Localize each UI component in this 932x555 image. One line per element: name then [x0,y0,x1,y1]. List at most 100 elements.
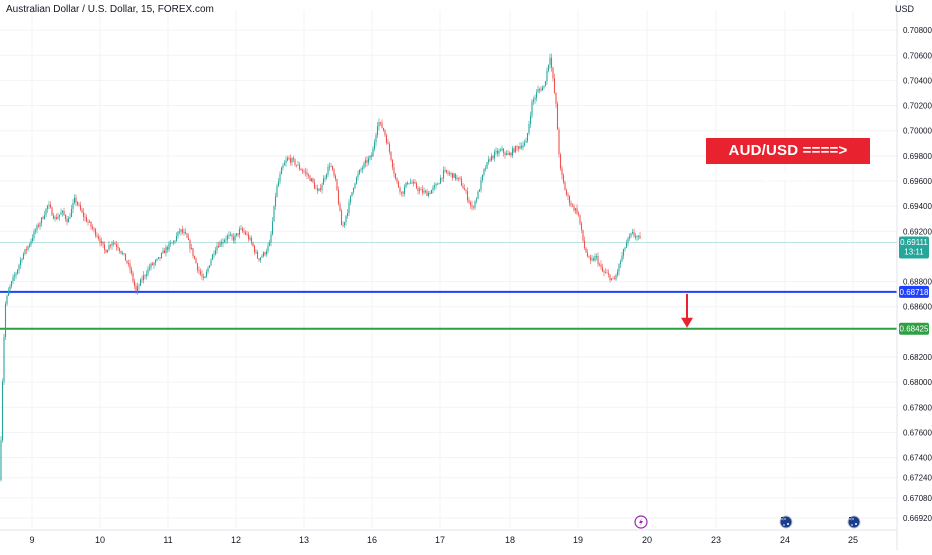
time-tick-label: 9 [29,535,34,545]
candle-body [624,247,626,250]
candle-body [163,250,166,254]
candle-body [292,158,295,160]
candle-body [322,178,325,185]
candle-body [151,263,154,265]
candle-body [310,178,313,182]
candle-body [532,99,535,102]
price-tick-label: 0.70800 [903,26,932,35]
candle-body [76,202,79,205]
candle-body [267,245,269,252]
candle-body [358,169,361,174]
candle-body [543,85,545,88]
candle-body [30,240,32,245]
candle-body [60,212,62,215]
candle-body [174,240,176,242]
lightning-event-icon[interactable] [634,515,648,529]
candle-body [40,217,43,224]
candle-body [460,178,463,186]
support-price-value: 0.68718 [900,288,929,297]
candle-body [517,146,520,149]
candle-body [96,235,98,237]
candle-body [379,122,382,123]
support-price-tag[interactable] [899,285,929,298]
candle-body [256,251,259,259]
candle-body [430,190,433,194]
candle-body [235,233,238,236]
candle-body [262,252,265,257]
candle-body [325,174,328,179]
candle-body [45,208,47,216]
candle-body [409,182,412,184]
price-tick-label: 0.67240 [903,474,932,483]
candle-body [384,130,386,136]
horizontal-levels[interactable] [0,242,897,330]
candle-body [144,275,146,277]
candle-body [79,205,82,210]
candle-body [469,202,472,205]
candle-body [139,279,142,286]
time-axis[interactable]: 9 10 11 12 13 16 17 18 19 20 23 24 25 [0,529,897,545]
candle-body [52,215,55,219]
candle-body [447,172,449,174]
candle-body [28,244,31,247]
event-icons[interactable] [634,515,861,529]
flag-star [783,524,785,526]
candle-body [612,278,614,280]
price-axis[interactable]: 0.70800 0.70600 0.70400 0.70200 0.70000 0.698… [896,0,932,550]
candle-countdown: 13:11 [904,247,924,256]
symbol-title[interactable]: Australian Dollar / U.S. Dollar, 15, FOR… [6,4,214,15]
candle-body [69,216,71,219]
candle-body [613,278,616,280]
candle-body [304,171,307,173]
candlesticks [0,53,641,482]
candle-body [591,258,593,261]
candle-body [250,238,253,243]
candle-body [579,214,581,224]
candle-body [333,169,335,176]
candle-body [169,243,172,244]
candle-body [123,253,125,254]
candle-body [87,221,89,223]
candle-body [502,148,505,153]
candle-body [198,270,200,272]
candle-body [531,101,533,116]
candle-body [634,235,637,238]
candle-body [615,274,617,280]
candle-body [283,163,286,166]
candle-body [225,239,227,241]
candle-body [394,173,397,179]
australia-flag-event-icon[interactable] [847,515,861,529]
candle-body [525,141,527,143]
candle-body [507,153,509,155]
candle-body [180,229,182,232]
target-price-tag[interactable] [899,322,929,335]
candle-body [513,148,515,153]
candle-body [303,171,305,173]
candle-body [117,246,119,249]
candle-body [114,243,116,245]
current-price-tag[interactable] [899,236,929,259]
candle-body [568,196,571,204]
candle-body [492,155,494,159]
down-arrow-head [681,317,693,328]
candle-body [282,165,284,168]
candle-body [349,196,352,203]
candle-body [385,135,388,143]
candle-body [493,152,496,159]
time-tick-label: 25 [848,535,858,545]
candle-body [1,381,4,441]
candle-body [285,160,287,164]
australia-flag-event-icon[interactable] [779,515,793,529]
price-tick-label: 0.70200 [903,102,932,111]
candle-body [421,189,424,193]
candle-body [112,242,115,244]
candle-body [565,190,568,195]
candle-body [36,225,38,231]
candle-body [462,185,464,189]
candle-body [630,233,632,237]
candle-body [499,150,502,152]
candle-body [354,183,356,188]
candle-body [234,235,236,241]
